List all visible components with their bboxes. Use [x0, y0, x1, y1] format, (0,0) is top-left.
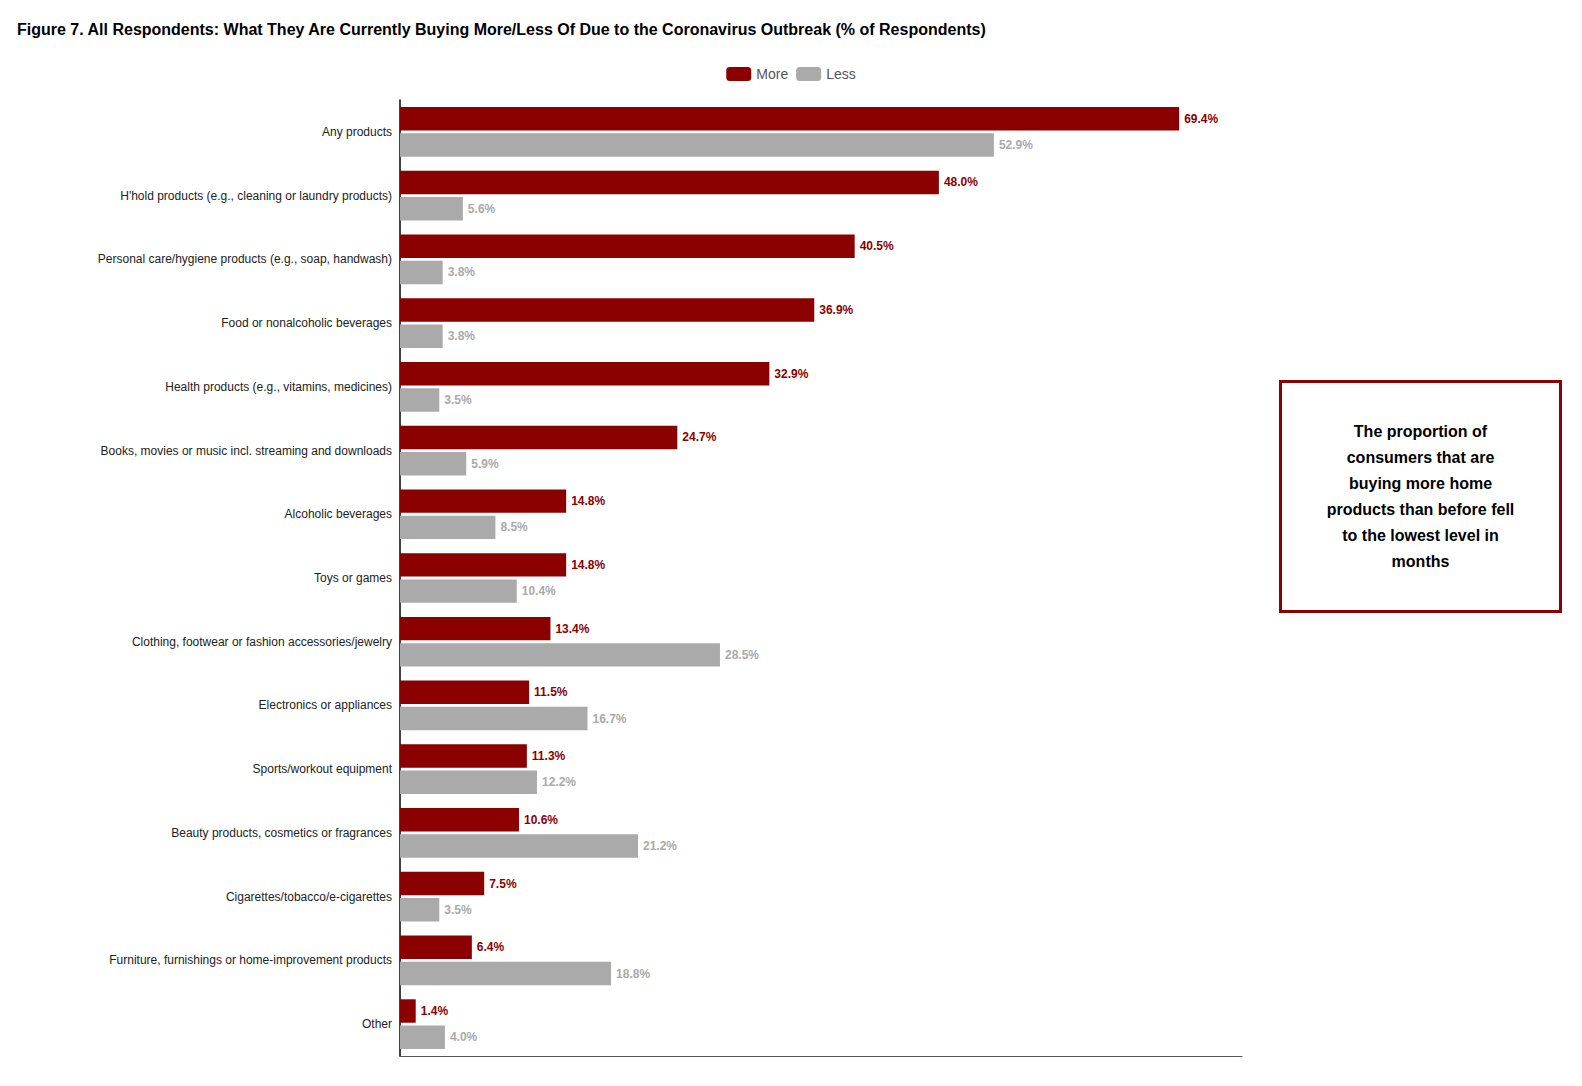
svg-text:consumers that are: consumers that are	[1347, 449, 1495, 466]
svg-text:months: months	[1392, 553, 1450, 570]
svg-text:Health products (e.g., vitamin: Health products (e.g., vitamins, medicin…	[165, 380, 392, 394]
svg-text:3.5%: 3.5%	[444, 903, 472, 917]
svg-text:5.9%: 5.9%	[471, 457, 499, 471]
svg-text:Furniture, furnishings or home: Furniture, furnishings or home-improveme…	[109, 953, 392, 967]
svg-text:Alcoholic beverages: Alcoholic beverages	[285, 507, 392, 521]
svg-text:21.2%: 21.2%	[643, 839, 677, 853]
svg-text:Beauty products, cosmetics or: Beauty products, cosmetics or fragrances	[171, 826, 392, 840]
svg-text:14.8%: 14.8%	[571, 558, 605, 572]
svg-text:7.5%: 7.5%	[489, 877, 517, 891]
svg-text:10.6%: 10.6%	[524, 813, 558, 827]
svg-text:Electronics or appliances: Electronics or appliances	[259, 698, 392, 712]
svg-text:69.4%: 69.4%	[1184, 112, 1218, 126]
svg-text:40.5%: 40.5%	[860, 239, 894, 253]
svg-text:Cigarettes/tobacco/e-cigarette: Cigarettes/tobacco/e-cigarettes	[226, 890, 392, 904]
svg-text:1.4%: 1.4%	[421, 1004, 449, 1018]
svg-text:52.9%: 52.9%	[999, 138, 1033, 152]
svg-text:14.8%: 14.8%	[571, 494, 605, 508]
svg-text:Toys or games: Toys or games	[314, 571, 392, 585]
svg-text:3.5%: 3.5%	[444, 393, 472, 407]
svg-text:32.9%: 32.9%	[774, 367, 808, 381]
svg-text:8.5%: 8.5%	[500, 520, 528, 534]
svg-text:Personal care/hygiene products: Personal care/hygiene products (e.g., so…	[98, 252, 392, 266]
svg-text:5.6%: 5.6%	[468, 202, 496, 216]
svg-text:Figure 7. All Respondents: Wha: Figure 7. All Respondents: What They Are…	[17, 21, 986, 38]
svg-text:24.7%: 24.7%	[682, 430, 716, 444]
svg-text:3.8%: 3.8%	[448, 329, 476, 343]
svg-text:13.4%: 13.4%	[555, 622, 589, 636]
svg-text:Books, movies or music incl. s: Books, movies or music incl. streaming a…	[101, 444, 392, 458]
svg-text:12.2%: 12.2%	[542, 775, 576, 789]
svg-text:3.8%: 3.8%	[448, 265, 476, 279]
svg-text:products than before fell: products than before fell	[1327, 501, 1515, 518]
svg-text:Any products: Any products	[322, 125, 392, 139]
svg-text:Clothing, footwear or fashion: Clothing, footwear or fashion accessorie…	[132, 635, 392, 649]
svg-text:Less: Less	[826, 66, 856, 82]
svg-text:Other: Other	[362, 1017, 392, 1031]
svg-text:H'hold products (e.g., cleanin: H'hold products (e.g., cleaning or laund…	[120, 189, 392, 203]
svg-text:More: More	[756, 66, 788, 82]
svg-text:16.7%: 16.7%	[592, 712, 626, 726]
svg-text:buying more home: buying more home	[1349, 475, 1492, 492]
svg-text:The proportion of: The proportion of	[1354, 423, 1488, 440]
svg-text:18.8%: 18.8%	[616, 967, 650, 981]
svg-text:11.3%: 11.3%	[532, 749, 566, 763]
svg-text:10.4%: 10.4%	[522, 584, 556, 598]
svg-text:6.4%: 6.4%	[477, 940, 505, 954]
svg-text:28.5%: 28.5%	[725, 648, 759, 662]
svg-text:11.5%: 11.5%	[534, 685, 568, 699]
svg-text:48.0%: 48.0%	[944, 175, 978, 189]
svg-text:36.9%: 36.9%	[819, 303, 853, 317]
svg-text:to the lowest level in: to the lowest level in	[1342, 527, 1498, 544]
svg-text:Sports/workout equipment: Sports/workout equipment	[253, 762, 393, 776]
svg-text:Food or nonalcoholic beverages: Food or nonalcoholic beverages	[221, 316, 392, 330]
svg-text:4.0%: 4.0%	[450, 1030, 478, 1044]
